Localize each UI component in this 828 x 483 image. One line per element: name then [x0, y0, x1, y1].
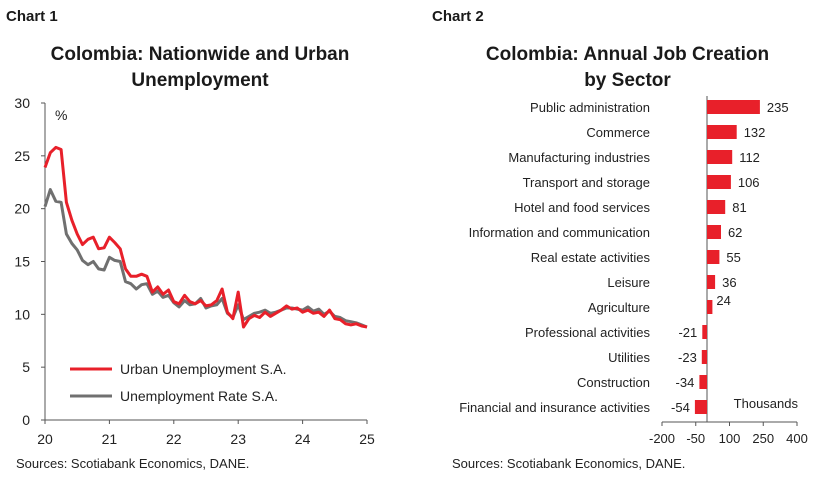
chart2-title: Colombia: Annual Job Creation by Sector — [445, 42, 810, 94]
value-label: 106 — [738, 175, 760, 190]
value-label: 112 — [739, 150, 760, 165]
chart2-x-tick-label: 400 — [786, 431, 808, 446]
value-label: 235 — [767, 100, 789, 115]
category-label: Financial and insurance activities — [459, 400, 650, 415]
chart1-y-tick-label: 10 — [14, 306, 30, 322]
chart1-x-tick-label: 25 — [359, 431, 375, 447]
chart1-x-tick-label: 24 — [295, 431, 311, 447]
value-label: -23 — [678, 350, 697, 365]
category-label: Real estate activities — [531, 250, 651, 265]
unemployment-rate-line — [43, 188, 368, 329]
value-label: -34 — [676, 375, 695, 390]
value-label: 62 — [728, 225, 742, 240]
chart1-source: Sources: Scotiabank Economics, DANE. — [16, 456, 250, 471]
value-label: 81 — [732, 200, 746, 215]
category-label: Information and communication — [469, 225, 650, 240]
category-label: Utilities — [608, 350, 650, 365]
bar — [707, 150, 733, 164]
chart1-x-tick-label: 20 — [37, 431, 53, 447]
chart1-title: Colombia: Nationwide and Urban Unemploym… — [20, 42, 380, 94]
value-label: 24 — [716, 293, 730, 308]
chart2-x-tick-label: -50 — [686, 431, 705, 446]
chart2-x-tick-label: 250 — [752, 431, 774, 446]
bar — [707, 175, 731, 189]
chart1-y-tick-label: 0 — [22, 412, 30, 428]
chart2-source: Sources: Scotiabank Economics, DANE. — [452, 456, 686, 471]
category-label: Construction — [577, 375, 650, 390]
urban-unemployment-line — [43, 145, 368, 329]
bar — [707, 250, 720, 264]
value-label: -21 — [678, 325, 697, 340]
chart1-unit-label: % — [55, 107, 67, 123]
value-label: 132 — [744, 125, 766, 140]
chart2-label: Chart 2 — [432, 8, 484, 25]
chart1-y-tick-label: 30 — [14, 95, 30, 111]
chart2-title-line1: Colombia: Annual Job Creation — [485, 44, 770, 65]
bar — [707, 225, 721, 239]
bar — [707, 200, 726, 214]
value-label: 36 — [722, 275, 736, 290]
chart2-title-line2: by Sector — [584, 70, 671, 91]
category-label: Hotel and food services — [514, 200, 650, 215]
chart2-x-tick-label: 100 — [719, 431, 741, 446]
value-label: 55 — [726, 250, 740, 265]
category-label: Leisure — [607, 275, 650, 290]
chart1-title-line2: Unemployment — [131, 70, 269, 91]
chart1-x-tick-label: 22 — [166, 431, 182, 447]
chart1-y-tick-label: 25 — [14, 148, 30, 164]
chart1-x-tick-label: 23 — [230, 431, 246, 447]
category-label: Public administration — [530, 100, 650, 115]
category-label: Professional activities — [525, 325, 650, 340]
chart1-y-tick-label: 15 — [14, 254, 30, 270]
bar — [701, 350, 707, 364]
chart1-title-line1: Colombia: Nationwide and Urban — [50, 44, 350, 65]
category-label: Manufacturing industries — [508, 150, 650, 165]
value-label: -54 — [671, 400, 690, 415]
chart1-x-tick-label: 21 — [102, 431, 118, 447]
bar — [694, 400, 707, 414]
chart2-x-tick-label: -200 — [649, 431, 675, 446]
bar — [707, 275, 716, 289]
bar — [707, 125, 737, 139]
chart1-y-tick-label: 20 — [14, 201, 30, 217]
legend-label-0: Urban Unemployment S.A. — [120, 361, 287, 377]
chart1-y-tick-label: 5 — [22, 359, 30, 375]
category-label: Transport and storage — [523, 175, 650, 190]
bar — [707, 300, 713, 314]
chart1-label: Chart 1 — [6, 8, 58, 25]
category-label: Commerce — [586, 125, 650, 140]
bar — [699, 375, 707, 389]
bar — [702, 325, 707, 339]
bar — [707, 100, 760, 114]
legend-label-1: Unemployment Rate S.A. — [120, 388, 278, 404]
category-label: Agriculture — [588, 300, 650, 315]
chart2-unit-label: Thousands — [734, 396, 799, 411]
